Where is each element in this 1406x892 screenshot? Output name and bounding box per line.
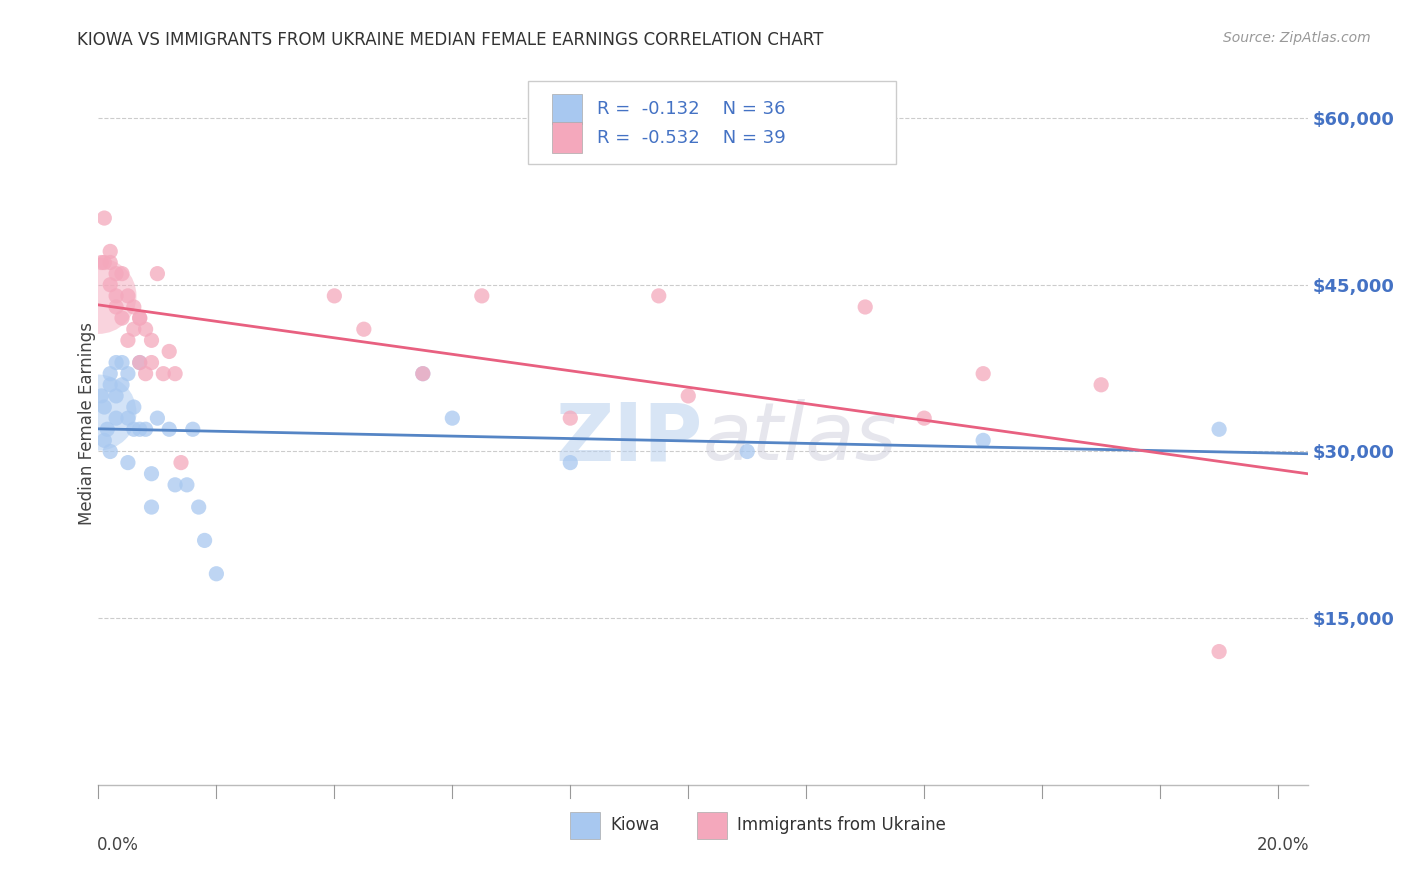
Text: 0.0%: 0.0%: [97, 836, 139, 854]
Point: [170, 456, 193, 470]
Point: [176, 478, 198, 492]
Point: [122, 400, 145, 414]
Text: KIOWA VS IMMIGRANTS FROM UKRAINE MEDIAN FEMALE EARNINGS CORRELATION CHART: KIOWA VS IMMIGRANTS FROM UKRAINE MEDIAN …: [77, 31, 824, 49]
Point: [122, 322, 145, 336]
Point: [735, 444, 758, 458]
Point: [1208, 422, 1230, 436]
Point: [122, 422, 145, 436]
Text: Source: ZipAtlas.com: Source: ZipAtlas.com: [1223, 31, 1371, 45]
Point: [111, 355, 134, 369]
Point: [128, 355, 150, 369]
Point: [105, 300, 128, 314]
Point: [98, 277, 121, 292]
Point: [146, 411, 169, 425]
Point: [165, 478, 187, 492]
Point: [122, 300, 145, 314]
Bar: [569, 812, 600, 839]
Text: Kiowa: Kiowa: [610, 816, 659, 835]
FancyBboxPatch shape: [527, 80, 897, 163]
Point: [117, 411, 139, 425]
Point: [111, 267, 134, 281]
Point: [98, 244, 121, 259]
Point: [972, 367, 994, 381]
Point: [1208, 644, 1230, 658]
Point: [146, 267, 169, 281]
Point: [111, 311, 134, 326]
Point: [93, 255, 115, 269]
Point: [135, 422, 157, 436]
Point: [90, 389, 112, 403]
Point: [165, 367, 187, 381]
Point: [323, 289, 346, 303]
Point: [648, 289, 671, 303]
Point: [117, 456, 139, 470]
Point: [105, 289, 128, 303]
Point: [678, 389, 700, 403]
Point: [90, 255, 112, 269]
Point: [105, 355, 128, 369]
Point: [194, 533, 217, 548]
Point: [560, 411, 582, 425]
Point: [117, 334, 139, 348]
Point: [128, 311, 150, 326]
Point: [111, 377, 134, 392]
Point: [98, 367, 121, 381]
Text: 20.0%: 20.0%: [1257, 836, 1309, 854]
Point: [105, 389, 128, 403]
Point: [135, 322, 157, 336]
Point: [412, 367, 434, 381]
Point: [912, 411, 935, 425]
Point: [128, 422, 150, 436]
Point: [1090, 377, 1112, 392]
Bar: [551, 122, 582, 153]
Point: [141, 334, 163, 348]
Point: [152, 367, 174, 381]
Point: [560, 456, 582, 470]
Point: [128, 311, 150, 326]
Bar: [551, 94, 582, 124]
Point: [972, 434, 994, 448]
Point: [353, 322, 375, 336]
Point: [93, 211, 115, 225]
Bar: [697, 812, 727, 839]
Point: [441, 411, 464, 425]
Point: [93, 434, 115, 448]
Text: ZIP: ZIP: [555, 399, 703, 477]
Point: [105, 267, 128, 281]
Point: [471, 289, 494, 303]
Point: [853, 300, 876, 314]
Point: [141, 500, 163, 514]
Point: [157, 344, 180, 359]
Point: [93, 400, 115, 414]
Point: [141, 355, 163, 369]
Point: [128, 355, 150, 369]
Point: [98, 377, 121, 392]
Point: [205, 566, 228, 581]
Y-axis label: Median Female Earnings: Median Female Earnings: [79, 322, 96, 525]
Point: [98, 444, 121, 458]
Point: [181, 422, 204, 436]
Point: [135, 367, 157, 381]
Point: [87, 406, 110, 420]
Point: [157, 422, 180, 436]
Point: [187, 500, 209, 514]
Point: [117, 367, 139, 381]
Point: [98, 255, 121, 269]
Text: atlas: atlas: [703, 399, 898, 477]
Point: [87, 289, 110, 303]
Point: [412, 367, 434, 381]
Point: [141, 467, 163, 481]
Point: [105, 411, 128, 425]
Point: [96, 422, 118, 436]
Point: [117, 289, 139, 303]
Text: R =  -0.132    N = 36: R = -0.132 N = 36: [596, 100, 785, 118]
Text: R =  -0.532    N = 39: R = -0.532 N = 39: [596, 128, 786, 146]
Text: Immigrants from Ukraine: Immigrants from Ukraine: [737, 816, 946, 835]
